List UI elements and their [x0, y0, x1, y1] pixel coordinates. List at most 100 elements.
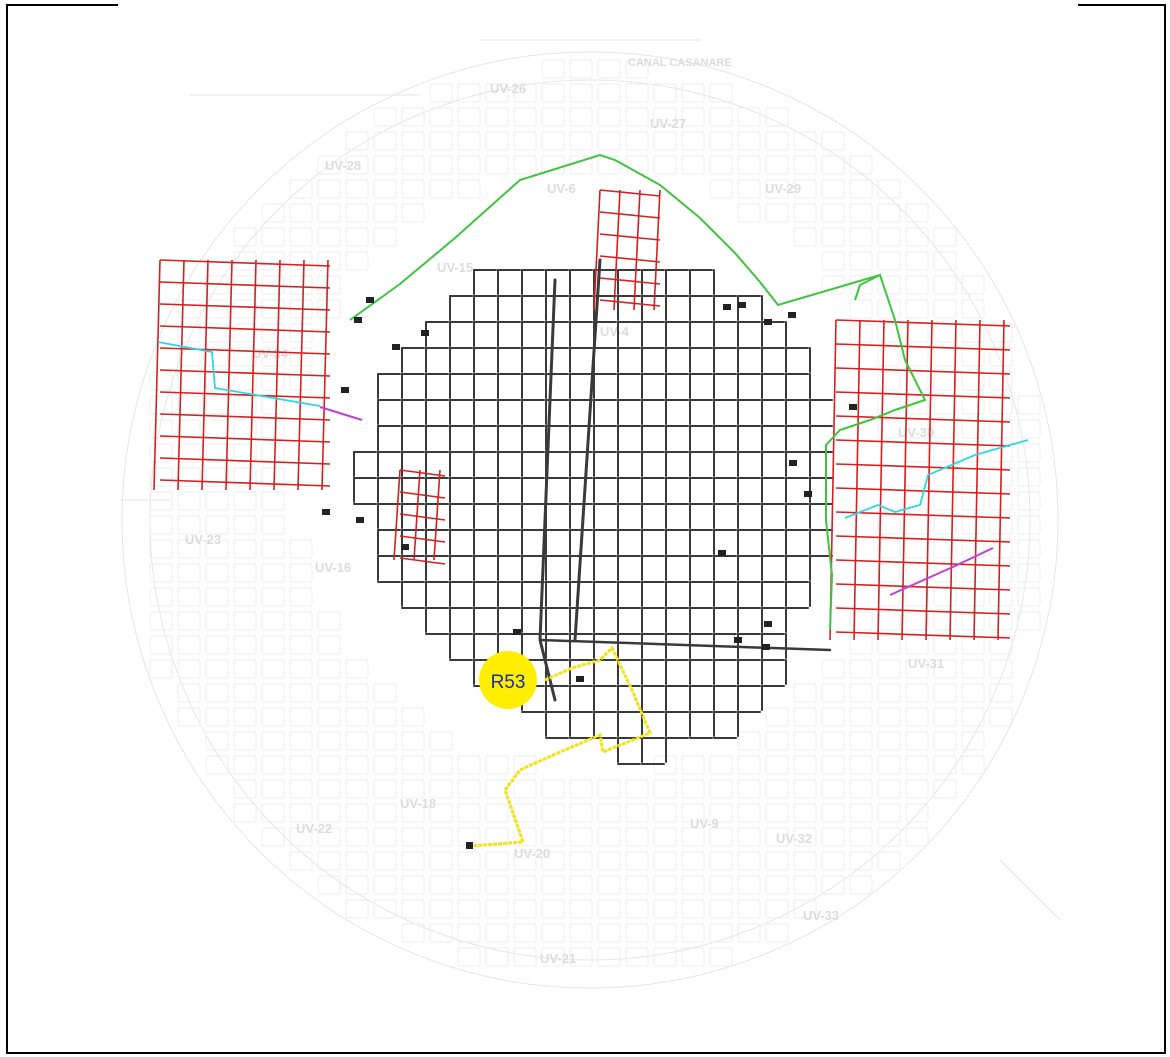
basemap-block — [765, 827, 789, 847]
basemap-block — [485, 923, 509, 943]
frame-top-rule-right — [1078, 4, 1166, 6]
proposed-segment-east — [835, 439, 1011, 447]
basemap-block — [205, 443, 229, 463]
basemap-block — [373, 203, 397, 223]
basemap-block — [597, 155, 621, 175]
canal-label: CANAL CASANARE — [628, 57, 732, 69]
basemap-block — [177, 659, 201, 679]
basemap-block — [177, 323, 201, 343]
basemap-block — [653, 923, 677, 943]
basemap-block — [737, 155, 761, 175]
basemap-block — [177, 491, 201, 511]
basemap-block — [905, 443, 929, 463]
basemap-block — [877, 179, 901, 199]
basemap-block — [233, 803, 257, 823]
zone-label-uv31: UV-31 — [908, 656, 944, 671]
basemap-block — [513, 875, 537, 895]
basemap-block — [485, 131, 509, 151]
basemap-block — [877, 251, 901, 271]
basemap-block — [821, 683, 845, 703]
basemap-block — [569, 83, 593, 103]
basemap-block — [905, 803, 929, 823]
zone-label-uv29: UV-29 — [765, 181, 801, 196]
proposed-segment-east — [835, 463, 1011, 471]
basemap-block — [793, 707, 817, 727]
basemap-block — [737, 131, 761, 151]
zone-label-uv33: UV-33 — [803, 908, 839, 923]
basemap-block — [457, 779, 481, 799]
zone-label-uv4: UV-4 — [600, 324, 630, 339]
basemap-block — [261, 611, 285, 631]
basemap-block — [317, 851, 341, 871]
proposed-segment-south — [433, 469, 441, 561]
basemap-block — [373, 227, 397, 247]
basemap-block — [961, 395, 985, 415]
basemap-block — [485, 947, 509, 967]
basemap-block — [905, 779, 929, 799]
basemap-block — [709, 179, 733, 199]
zone-label-uv32: UV-32 — [776, 831, 812, 846]
basemap-block — [401, 851, 425, 871]
basemap-block — [541, 899, 565, 919]
basemap-block — [681, 875, 705, 895]
basemap-block — [625, 947, 649, 967]
basemap-block — [429, 779, 453, 799]
basemap-block — [793, 851, 817, 871]
trunk-line-west — [157, 341, 321, 407]
zone-label-uv16: UV-16 — [315, 560, 351, 575]
basemap-block — [233, 587, 257, 607]
basemap-block — [877, 827, 901, 847]
basemap-block — [905, 587, 929, 607]
basemap-block — [401, 875, 425, 895]
basemap-block — [737, 899, 761, 919]
basemap-block — [261, 803, 285, 823]
proposed-segment-south — [399, 535, 446, 543]
yellow-route — [469, 645, 652, 848]
basemap-block — [653, 803, 677, 823]
basemap-block — [933, 707, 957, 727]
boundary-main-line — [349, 153, 927, 631]
basemap-block — [849, 299, 873, 319]
basemap-block — [877, 227, 901, 247]
basemap-block — [345, 155, 369, 175]
basemap-block — [933, 755, 957, 775]
basemap-block — [401, 827, 425, 847]
basemap-block — [793, 227, 817, 247]
basemap-block — [905, 299, 929, 319]
basemap-block — [877, 683, 901, 703]
basemap-block — [541, 923, 565, 943]
basemap-block — [177, 683, 201, 703]
basemap-block — [485, 875, 509, 895]
proposed-segment-south — [399, 491, 446, 499]
basemap-block — [709, 83, 733, 103]
proposed-segment-south — [399, 513, 446, 521]
basemap-block — [597, 899, 621, 919]
basemap-block — [541, 875, 565, 895]
frame-top-rule-left — [6, 4, 118, 6]
basemap-block — [317, 779, 341, 799]
basemap-block — [289, 227, 313, 247]
basemap-block — [821, 251, 845, 271]
basemap-block — [289, 827, 313, 847]
basemap-block — [205, 707, 229, 727]
basemap-block — [625, 875, 649, 895]
basemap-block — [933, 275, 957, 295]
basemap-block — [429, 731, 453, 751]
basemap-block — [849, 323, 873, 343]
basemap-block — [709, 851, 733, 871]
proposed-segment-east — [877, 319, 885, 641]
basemap-block — [905, 539, 929, 559]
basemap-block — [261, 371, 285, 391]
basemap-block — [877, 803, 901, 823]
basemap-block — [177, 467, 201, 487]
basemap-block — [261, 347, 285, 367]
r53-marker[interactable]: R53 — [479, 651, 537, 709]
basemap-block — [765, 107, 789, 127]
basemap-block — [513, 779, 537, 799]
proposed-segment-south — [413, 469, 421, 561]
basemap-block — [849, 803, 873, 823]
basemap-block — [933, 659, 957, 679]
basemap-block — [261, 731, 285, 751]
basemap-block — [457, 923, 481, 943]
